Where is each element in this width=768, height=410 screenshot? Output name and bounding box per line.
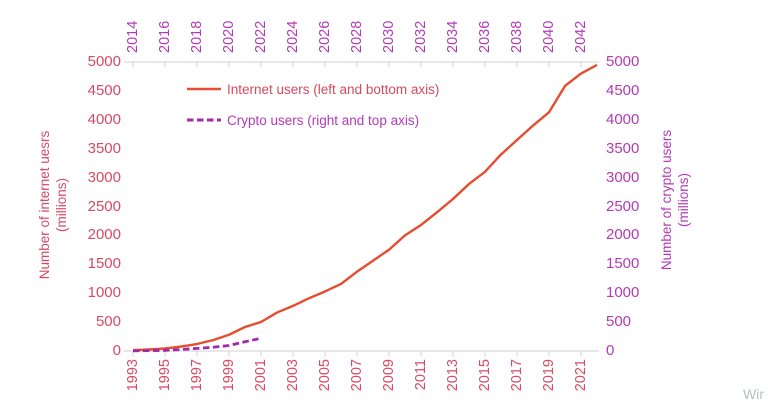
solid-line-swatch-icon [187,87,221,91]
top-axis-tick-label: 2014 [125,20,141,53]
top-axis-tick-label: 2042 [573,20,589,53]
bottom-axis-tick-label: 2001 [253,359,269,392]
left-axis-tick-label: 3000 [87,168,121,186]
left-axis-tick-label: 4000 [87,110,121,128]
bottom-axis-tick-label: 1995 [157,359,173,392]
right-axis-tick-label: 2000 [606,226,640,244]
right-axis-title-line1: Number of crypto users [659,129,674,271]
right-axis-tick-label: 2500 [606,197,640,215]
top-axis-tick-label: 2030 [381,20,397,53]
top-axis-tick-label: 2024 [285,20,301,53]
top-axis-tick-label: 2034 [445,20,461,53]
legend-label-crypto: Crypto users (right and top axis) [227,112,420,128]
top-axis-tick-label: 2032 [413,20,429,53]
crypto-users-line [132,336,262,353]
bottom-axis-tick-label: 2005 [317,359,333,392]
bottom-axis-tick-label: 2011 [413,359,429,391]
top-axis-tick-label: 2018 [189,20,205,53]
dashed-line-swatch-icon [187,118,221,122]
top-axis-tick-label: 2020 [221,20,237,53]
bottom-axis-tick-label: 1993 [125,359,141,392]
top-axis-tick-label: 2022 [253,20,269,53]
internet-users-line [132,63,598,352]
bottom-axis-tick-label: 2021 [573,359,589,392]
left-axis-tick-label: 4500 [87,81,121,99]
bottom-axis-tick-label: 2013 [445,359,461,392]
right-axis-tick-label: 4000 [606,110,640,128]
right-axis-tick-label: 3000 [606,168,640,186]
bottom-axis-tick-label: 2009 [381,359,397,392]
right-axis-tick-label: 500 [606,313,632,331]
left-axis-title: Number of internet uesrs (millions) [36,45,72,365]
left-axis-tick-label: 1500 [87,255,121,273]
left-axis-title-line2: (millions) [54,178,69,232]
top-axis-tick-label: 2028 [349,20,365,53]
bottom-axis-tick-label: 1997 [189,359,205,392]
right-axis-tick-label: 5000 [606,53,640,70]
top-axis-tick-label: 2040 [541,20,557,53]
right-axis-title-line2: (millions) [676,173,691,227]
left-axis-tick-label: 5000 [87,53,121,70]
right-axis-tick-label: 3500 [606,139,640,157]
right-axis-tick-label: 1500 [606,255,640,273]
left-axis-tick-label: 2500 [87,197,121,215]
left-axis-tick-label: 2000 [87,226,121,244]
left-axis-tick-label: 3500 [87,139,121,157]
right-axis-title: Number of crypto users (millions) [658,40,694,360]
bottom-axis-tick-label: 1999 [221,359,237,392]
right-axis-tick-label: 4500 [606,81,640,99]
right-axis-tick-label: 1000 [606,284,640,302]
right-axis-tick-label: 0 [606,342,615,359]
left-axis-tick-label: 0 [112,342,121,359]
top-axis-tick-label: 2026 [317,20,333,53]
legend-row-internet: Internet users (left and bottom axis) [186,76,439,102]
legend-row-crypto: Crypto users (right and top axis) [186,107,439,133]
top-axis-tick-label: 2036 [477,20,493,53]
bottom-axis-tick-label: 2007 [349,359,365,392]
top-axis-tick-label: 2038 [509,20,525,53]
top-axis-tick-label: 2016 [157,20,173,53]
legend: Internet users (left and bottom axis) Cr… [186,76,439,138]
bottom-axis-tick-label: 2017 [509,359,525,392]
legend-label-internet: Internet users (left and bottom axis) [227,81,440,97]
watermark: Wir [743,386,764,402]
bottom-axis-tick-label: 2003 [285,359,301,392]
bottom-axis-tick-label: 2015 [477,359,493,392]
left-axis-tick-label: 500 [95,313,121,331]
left-axis-title-line1: Number of internet uesrs [37,130,52,280]
bottom-axis-tick-label: 2019 [541,359,557,392]
left-axis-tick-label: 1000 [87,284,121,302]
